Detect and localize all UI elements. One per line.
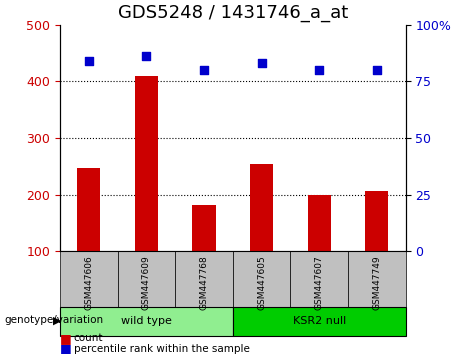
Text: KSR2 null: KSR2 null bbox=[293, 316, 346, 326]
Point bbox=[373, 67, 381, 73]
Text: percentile rank within the sample: percentile rank within the sample bbox=[74, 344, 250, 354]
FancyBboxPatch shape bbox=[233, 251, 290, 307]
Text: GSM447609: GSM447609 bbox=[142, 256, 151, 310]
Point bbox=[142, 54, 150, 59]
Bar bbox=[135, 76, 158, 251]
FancyBboxPatch shape bbox=[118, 251, 175, 307]
Text: wild type: wild type bbox=[121, 316, 172, 326]
FancyBboxPatch shape bbox=[175, 251, 233, 307]
Point bbox=[85, 58, 92, 64]
Text: GSM447605: GSM447605 bbox=[257, 256, 266, 310]
FancyBboxPatch shape bbox=[290, 251, 348, 307]
FancyBboxPatch shape bbox=[60, 307, 233, 336]
FancyBboxPatch shape bbox=[233, 307, 406, 336]
Text: genotype/variation: genotype/variation bbox=[5, 315, 104, 325]
Text: ■: ■ bbox=[60, 332, 71, 344]
Point bbox=[315, 67, 323, 73]
Text: GSM447607: GSM447607 bbox=[315, 256, 324, 310]
Text: count: count bbox=[74, 333, 103, 343]
Bar bbox=[365, 191, 388, 251]
Title: GDS5248 / 1431746_a_at: GDS5248 / 1431746_a_at bbox=[118, 4, 348, 22]
Bar bbox=[193, 205, 216, 251]
FancyBboxPatch shape bbox=[348, 251, 406, 307]
Bar bbox=[77, 167, 100, 251]
Point bbox=[258, 61, 266, 66]
Bar bbox=[308, 195, 331, 251]
Bar bbox=[250, 164, 273, 251]
Text: ▶: ▶ bbox=[53, 315, 61, 325]
Text: GSM447768: GSM447768 bbox=[200, 256, 208, 310]
Text: GSM447606: GSM447606 bbox=[84, 256, 93, 310]
Point bbox=[200, 67, 207, 73]
FancyBboxPatch shape bbox=[60, 251, 118, 307]
Text: GSM447749: GSM447749 bbox=[372, 256, 381, 310]
Text: ■: ■ bbox=[60, 342, 71, 354]
